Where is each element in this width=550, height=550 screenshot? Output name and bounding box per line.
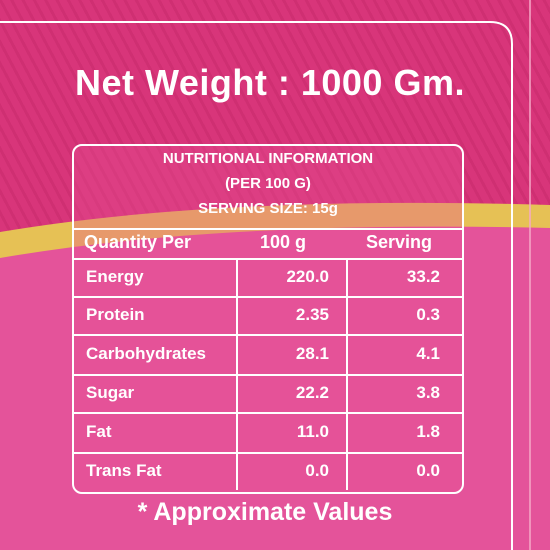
footnote: * Approximate Values: [137, 498, 393, 526]
row-divider: [74, 258, 462, 260]
divider: [74, 228, 462, 230]
panel-title-line: (PER 100 G): [225, 175, 311, 192]
nutrition-panel: NUTRITIONAL INFORMATION (PER 100 G) SERVIN…: [72, 144, 464, 494]
value-100g: 28.1: [295, 344, 329, 363]
row-divider: [74, 452, 462, 454]
value-serving: 4.1: [416, 344, 440, 363]
value-100g: 0.0: [305, 461, 329, 480]
value-serving: 33.2: [406, 267, 440, 286]
column-header: Quantity Per: [84, 232, 192, 252]
panel-title-line: SERVING SIZE: 15g: [198, 200, 338, 217]
nutrient-name: Fat: [86, 422, 112, 441]
value-serving: 0.0: [416, 461, 440, 480]
row-divider: [74, 334, 462, 336]
value-100g: 22.2: [295, 383, 329, 402]
nutrient-name: Carbohydrates: [86, 344, 206, 363]
net-weight: Net Weight : 1000 Gm.: [75, 62, 465, 103]
row-divider: [74, 374, 462, 376]
nutrient-name: Energy: [86, 267, 144, 286]
column-header: 100 g: [260, 232, 307, 252]
row-divider: [74, 296, 462, 298]
value-serving: 3.8: [416, 383, 440, 402]
nutrient-name: Protein: [86, 305, 145, 324]
value-serving: 0.3: [416, 305, 440, 324]
value-100g: 220.0: [286, 267, 329, 286]
panel-title-line: NUTRITIONAL INFORMATION: [162, 150, 374, 167]
row-divider: [74, 412, 462, 414]
value-100g: 11.0: [296, 422, 329, 441]
nutrient-name: Trans Fat: [86, 461, 162, 480]
nutrient-name: Sugar: [86, 383, 135, 402]
value-serving: 1.8: [416, 422, 440, 441]
column-header: Serving: [366, 232, 433, 252]
value-100g: 2.35: [295, 305, 329, 324]
